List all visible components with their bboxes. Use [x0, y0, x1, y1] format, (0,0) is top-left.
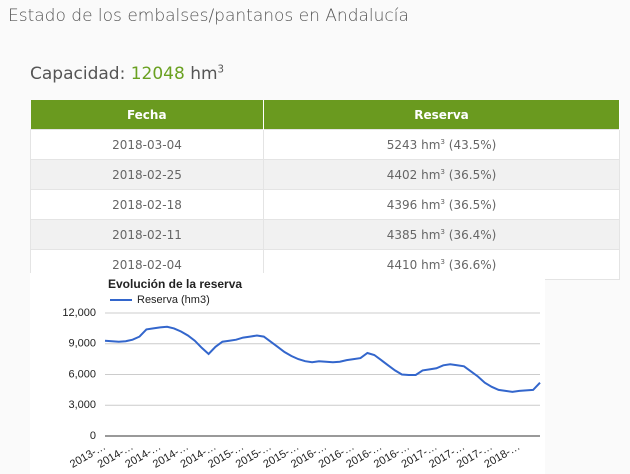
reserve-value: 4396	[386, 198, 418, 212]
reserve-percent: (36.5%)	[448, 168, 497, 182]
column-header: Fecha	[30, 100, 264, 130]
date-cell: 2018-02-11	[30, 219, 264, 250]
chart-title: Evolución de la reserva	[108, 277, 242, 291]
reserve-percent: (36.5%)	[448, 198, 497, 212]
table-row: 2018-02-11 4385 hm3 (36.4%)	[30, 219, 620, 250]
y-tick-label: 0	[90, 430, 96, 442]
reserve-unit-sup: 3	[440, 257, 445, 266]
reserve-percent: (36.4%)	[448, 228, 497, 242]
table-row: 2018-02-18 4396 hm3 (36.5%)	[30, 189, 620, 220]
reserve-percent: (36.6%)	[448, 258, 497, 272]
reserve-unit: hm	[421, 168, 441, 182]
date-cell: 2018-03-04	[30, 129, 264, 160]
chart: Evolución de la reserva 0 3,000 6,000 9,000…	[30, 273, 545, 474]
reserve-unit: hm	[421, 228, 441, 242]
reserve-value: 4410	[386, 258, 418, 272]
page-title: Estado de los embalses/pantanos en Andal…	[8, 6, 409, 26]
data-line	[104, 325, 541, 393]
y-tick-label: 3,000	[68, 399, 96, 411]
reserve-cell: 4402 hm3 (36.5%)	[263, 159, 620, 190]
reserve-unit-sup: 3	[440, 227, 445, 236]
reserve-cell: 4385 hm3 (36.4%)	[263, 219, 620, 250]
reserve-value: 4402	[386, 168, 418, 182]
reserve-table: Fecha Reserva 2018-03-04 5243 hm3 (43.5%) 20…	[30, 100, 620, 280]
table-row: 2018-02-25 4402 hm3 (36.5%)	[30, 159, 620, 190]
capacity-value: 12048	[130, 64, 185, 84]
y-tick-label: 12,000	[62, 307, 96, 319]
reserve-value: 4385	[386, 228, 418, 242]
capacity-unit-sup: 3	[217, 64, 225, 76]
reserve-unit-sup: 3	[440, 137, 445, 146]
reserve-unit-sup: 3	[440, 197, 445, 206]
reserve-unit: hm	[421, 198, 441, 212]
reserve-value: 5243	[386, 138, 418, 152]
reserve-unit-sup: 3	[440, 167, 445, 176]
reserve-cell: 4396 hm3 (36.5%)	[263, 189, 620, 220]
table-row: 2018-03-04 5243 hm3 (43.5%)	[30, 129, 620, 160]
reserve-unit: hm	[421, 138, 441, 152]
reserve-cell: 5243 hm3 (43.5%)	[263, 129, 620, 160]
capacity-unit: hm	[190, 64, 218, 84]
legend-label: Reserva (hm3)	[137, 294, 210, 306]
y-tick-label: 6,000	[68, 368, 96, 380]
column-header: Reserva	[263, 100, 620, 130]
capacity-label: Capacidad:	[30, 64, 126, 84]
reserve-percent: (43.5%)	[448, 138, 497, 152]
capacity: Capacidad: 12048 hm3	[30, 64, 224, 84]
date-cell: 2018-02-18	[30, 189, 264, 220]
reserve-unit: hm	[421, 258, 441, 272]
chart-background	[30, 273, 545, 474]
y-tick-label: 9,000	[68, 338, 96, 350]
date-cell: 2018-02-25	[30, 159, 264, 190]
